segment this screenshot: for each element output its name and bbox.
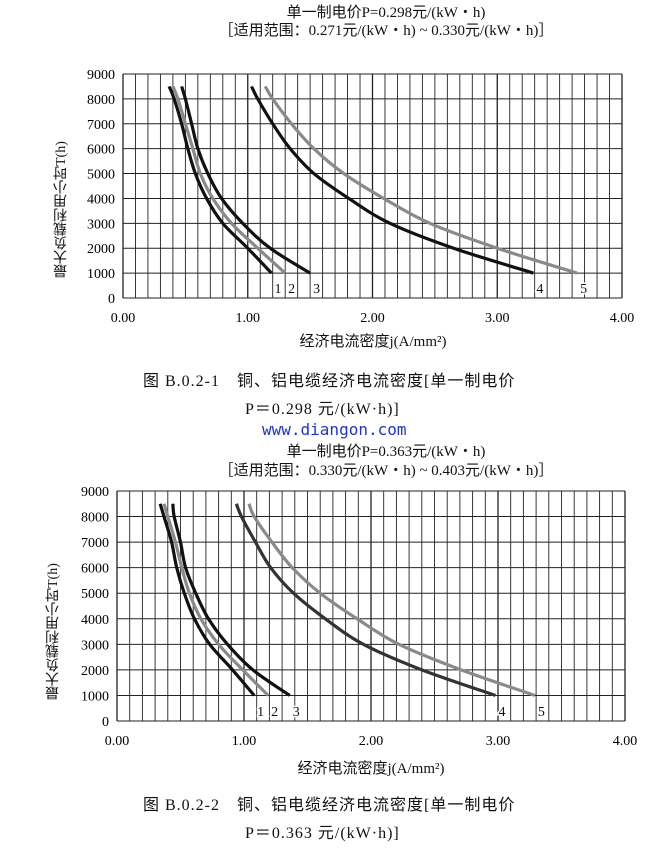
y-tick-label: 5000	[81, 587, 109, 602]
x-tick-label: 3.00	[486, 734, 511, 749]
y-tick-label: 0	[108, 292, 115, 307]
curve-1	[167, 85, 273, 275]
curve-label-1: 1	[257, 705, 264, 720]
y-tick-label: 9000	[87, 68, 115, 83]
x-tick-label: 1.00	[232, 734, 257, 749]
y-tick-label: 3000	[81, 638, 109, 653]
chart2-title: 单一制电价P=0.363元/(kW・h)	[286, 444, 486, 460]
curve-label-3: 3	[293, 705, 300, 720]
chart1-subtitle: ［适用范围：0.271元/(kW・h) ~ 0.330元/(kW・h)］	[218, 23, 554, 39]
x-tick-label: 2.00	[360, 311, 385, 326]
curve-4	[234, 503, 496, 697]
y-tick-label: 4000	[87, 192, 115, 207]
caption1-line2: P＝0.298 元/(kW·h)]	[245, 401, 400, 418]
chart2-subtitle: ［适用范围：0.330元/(kW・h) ~ 0.403元/(kW・h)］	[218, 463, 554, 479]
y-tick-label: 6000	[87, 143, 115, 158]
x-tick-label: 0.00	[105, 734, 130, 749]
x-tick-label: 4.00	[613, 734, 638, 749]
y-tick-label: 8000	[87, 93, 115, 108]
y-tick-label: 1000	[87, 267, 115, 282]
x-tick-label: 2.00	[359, 734, 384, 749]
curve-5	[263, 85, 578, 275]
curve-label-4: 4	[536, 282, 543, 297]
y-tick-label: 7000	[87, 118, 115, 133]
y-tick-label: 5000	[87, 168, 115, 183]
caption1-line1: 图 B.0.2-1 铜、铝电缆经济电流密度[单一制电价	[143, 373, 516, 390]
chart1-xlabel: 经济电流密度j(A/mm²)	[299, 334, 447, 350]
curve-label-2: 2	[288, 282, 295, 297]
y-tick-label: 0	[102, 715, 109, 730]
x-tick-label: 0.00	[111, 311, 136, 326]
y-tick-label: 8000	[81, 511, 109, 526]
y-tick-label: 7000	[81, 536, 109, 551]
chart2-plot: 0 1000 2000 3000 4000 5000 6000 7000 8000 9000 0.0…	[81, 485, 638, 749]
curve-label-2: 2	[271, 705, 278, 720]
curve-label-4: 4	[498, 705, 505, 720]
y-tick-label: 4000	[81, 613, 109, 628]
chart1-plot: 0 1000 2000 3000 4000 5000 6000 7000 8000 9000 0.0…	[87, 68, 635, 326]
watermark-text: www.diangon.com	[262, 420, 407, 439]
y-tick-label: 9000	[81, 485, 109, 500]
x-tick-label: 4.00	[610, 311, 635, 326]
curve-5	[247, 503, 536, 697]
curve-label-1: 1	[274, 282, 281, 297]
chart2-xlabel: 经济电流密度j(A/mm²)	[297, 761, 445, 777]
curve-3	[171, 503, 291, 697]
curve-label-5: 5	[538, 705, 545, 720]
chart1-title: 单一制电价P=0.298元/(kW・h)	[286, 5, 486, 21]
curve-4	[250, 85, 534, 275]
curve-2	[171, 85, 287, 275]
caption2-line2: P＝0.363 元/(kW·h)]	[245, 825, 400, 842]
caption2-line1: 图 B.0.2-2 铜、铝电缆经济电流密度[单一制电价	[143, 797, 516, 814]
curve-label-3: 3	[313, 282, 320, 297]
curve-1	[158, 503, 256, 697]
y-tick-label: 1000	[81, 689, 109, 704]
curve-label-5: 5	[580, 282, 587, 297]
curve-3	[180, 85, 311, 275]
curve-2	[162, 503, 270, 697]
y-tick-label: 6000	[81, 562, 109, 577]
x-tick-label: 1.00	[236, 311, 261, 326]
y-tick-label: 2000	[87, 242, 115, 257]
y-tick-label: 2000	[81, 664, 109, 679]
y-tick-label: 3000	[87, 217, 115, 232]
x-tick-label: 3.00	[485, 311, 510, 326]
